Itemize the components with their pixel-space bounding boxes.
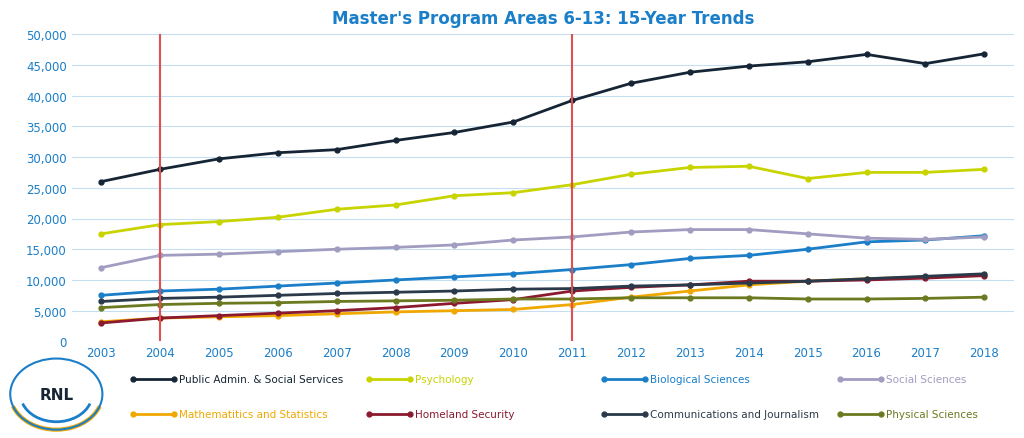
Text: Biological Sciences: Biological Sciences <box>650 374 751 384</box>
Text: Psychology: Psychology <box>415 374 473 384</box>
Text: Public Admin. & Social Services: Public Admin. & Social Services <box>179 374 343 384</box>
Text: Communications and Journalism: Communications and Journalism <box>650 409 819 419</box>
Text: Mathematitics and Statistics: Mathematitics and Statistics <box>179 409 328 419</box>
Text: Social Sciences: Social Sciences <box>886 374 966 384</box>
Text: Physical Sciences: Physical Sciences <box>886 409 978 419</box>
Title: Master's Program Areas 6-13: 15-Year Trends: Master's Program Areas 6-13: 15-Year Tre… <box>332 10 754 28</box>
Text: Homeland Security: Homeland Security <box>415 409 514 419</box>
Text: RNL: RNL <box>39 387 74 402</box>
